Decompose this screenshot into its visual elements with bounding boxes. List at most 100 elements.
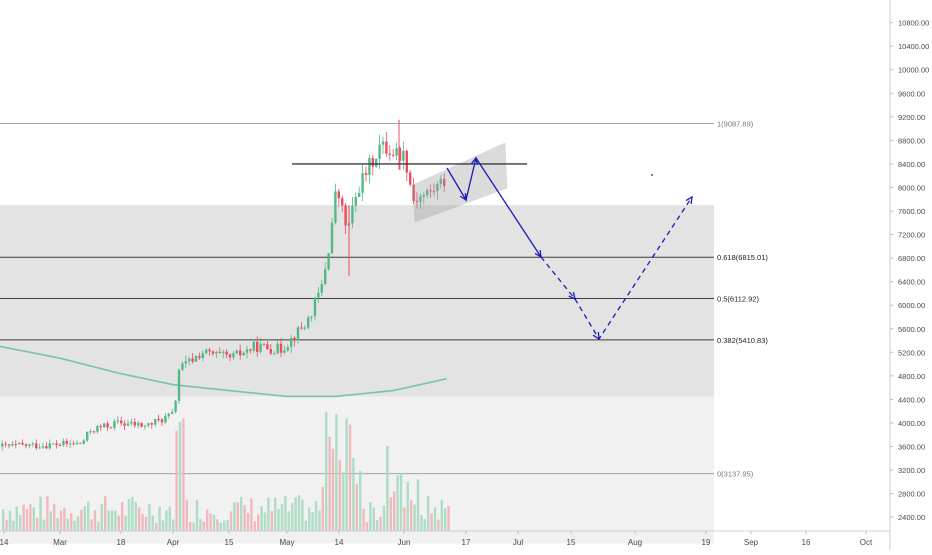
price-tick-label: 10400.00: [898, 42, 929, 51]
volume-bar: [151, 515, 154, 531]
candle-body: [392, 154, 395, 156]
price-tick-label: 7600.00: [898, 207, 925, 216]
candle-body: [429, 190, 432, 192]
fib-level-label: 0.5(6112.92): [717, 295, 759, 304]
candle-body: [317, 292, 320, 298]
candle-body: [405, 150, 408, 173]
volume-bar: [110, 510, 114, 531]
volume-bar: [219, 522, 222, 531]
candle-body: [11, 443, 14, 446]
candle-body: [99, 426, 102, 428]
time-tick-label: 15: [225, 538, 234, 547]
volume-bar: [284, 495, 287, 531]
volume-bar: [15, 506, 18, 531]
candle-body: [92, 431, 96, 433]
price-tick-label: 7200.00: [898, 231, 925, 240]
time-tick-label: Aug: [628, 538, 642, 547]
time-axis: 14 Mar 18 Apr 15 May 14 Jun 17 Jul 15 Aug 19 Sep 16 Oct: [0, 530, 890, 547]
candle-body: [89, 431, 92, 433]
candle-body: [381, 141, 385, 145]
volume-bar: [413, 504, 416, 531]
candle-body: [412, 184, 415, 202]
candle-body: [259, 343, 262, 352]
candle-body: [160, 419, 164, 423]
time-tick-label: 18: [117, 538, 126, 547]
volume-bar: [8, 510, 12, 531]
candle-body: [364, 172, 368, 175]
time-tick-label: Jul: [513, 538, 523, 547]
volume-bar: [124, 515, 127, 531]
candle-body: [201, 353, 204, 358]
candle-body: [4, 443, 7, 445]
candle-body: [31, 443, 34, 445]
candle-body: [300, 327, 303, 329]
candle-body: [55, 443, 58, 446]
time-tick-label: Oct: [860, 538, 873, 547]
volume-bar: [144, 516, 148, 531]
volume-layer: [2, 411, 450, 531]
candle-body: [296, 327, 300, 341]
candle-body: [120, 420, 123, 424]
fib-level-label: 0(3137.95): [717, 470, 754, 479]
price-tick-label: 6800.00: [898, 254, 925, 263]
volume-bar: [2, 509, 5, 531]
volume-bar: [93, 510, 97, 531]
volume-bar: [297, 495, 301, 531]
volume-bar: [25, 509, 29, 531]
candle-body: [395, 148, 398, 156]
candle-body: [7, 444, 11, 446]
volume-bar: [59, 510, 63, 531]
projection-arrowhead: [568, 292, 576, 301]
candle-body: [368, 158, 371, 175]
candle-body: [164, 416, 167, 423]
candle-body: [239, 350, 242, 356]
candle-body: [205, 349, 208, 354]
volume-bar: [39, 496, 42, 531]
candle-body: [150, 423, 153, 425]
projection-dashed-path: [540, 196, 693, 341]
candle-body: [443, 178, 446, 186]
volume-bar: [399, 473, 403, 531]
fib-level-label: 0.618(6815.01): [717, 253, 768, 262]
volume-bar: [243, 505, 246, 531]
volume-bar: [342, 472, 345, 531]
candle-body: [409, 172, 412, 185]
candle-body: [137, 422, 140, 426]
volume-bar: [195, 499, 199, 531]
candle-body: [28, 444, 31, 447]
candle-body: [86, 431, 89, 441]
candle-body: [385, 141, 388, 154]
candle-body: [130, 421, 133, 424]
volume-bar: [440, 499, 443, 531]
volume-bar: [32, 507, 35, 531]
volume-bar: [267, 497, 270, 531]
fib-levels-layer: 1(9087.89) 0.618(6815.01) 0.5(6112.92) 0.38…: [0, 119, 768, 479]
volume-bar: [175, 430, 178, 531]
candle-body: [181, 363, 184, 370]
projection-arrowhead: [471, 156, 479, 165]
candle-body: [262, 343, 266, 345]
volume-bar: [369, 502, 372, 531]
price-tick-label: 9600.00: [898, 89, 925, 98]
candle-body: [269, 349, 272, 354]
volume-bar: [389, 497, 392, 531]
volume-bar: [304, 520, 307, 531]
volume-bar: [263, 512, 267, 531]
candle-body: [378, 144, 381, 159]
candle-body: [62, 440, 65, 446]
candle-body: [188, 358, 191, 362]
volume-bar: [311, 512, 314, 531]
projection-arrowhead: [592, 331, 600, 341]
candle-body: [249, 349, 252, 351]
candle-body: [157, 419, 160, 421]
volume-bar: [444, 508, 447, 531]
time-tick-label: Mar: [53, 538, 67, 547]
price-tick-label: 4000.00: [898, 419, 925, 428]
candle-body: [307, 317, 310, 328]
projection-arrowhead: [459, 192, 467, 202]
candle-body: [313, 297, 317, 317]
candle-body: [133, 421, 136, 426]
volume-bar: [447, 505, 450, 531]
